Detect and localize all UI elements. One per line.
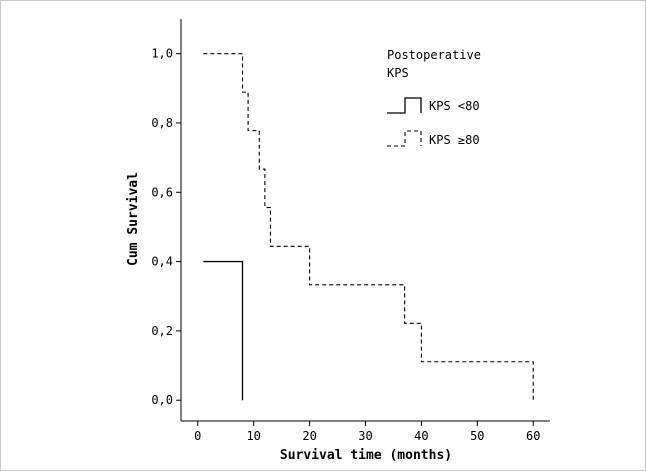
series-line-0 xyxy=(203,260,244,401)
x-tick-label: 30 xyxy=(358,429,372,443)
x-tick-label: 50 xyxy=(470,429,484,443)
y-tick-label: 0,2 xyxy=(151,324,173,338)
x-tick-label: 0 xyxy=(194,429,201,443)
y-tick-label: 0,4 xyxy=(151,255,173,269)
legend: Postoperative KPS KPS <80 KPS ≥80 xyxy=(387,48,481,147)
legend-title-line-2: KPS xyxy=(387,66,409,80)
y-tick-label: 0,8 xyxy=(151,116,173,130)
y-tick-label: 0,0 xyxy=(151,393,173,407)
legend-swatch-kps-lt-80 xyxy=(387,97,422,114)
legend-swatch-kps-ge-80 xyxy=(387,130,422,147)
axes: 0 10 20 30 40 50 60 0,0 0,2 0,4 0,6 0,8 1,0 xyxy=(151,19,550,443)
x-tick-label: 10 xyxy=(246,429,260,443)
x-axis-title: Survival time (months) xyxy=(280,448,452,463)
legend-label-kps-lt-80: KPS <80 xyxy=(429,99,480,113)
series-layer xyxy=(203,53,534,401)
y-tick-label: 1,0 xyxy=(151,47,173,61)
series-line-1 xyxy=(203,53,534,401)
x-tick-label: 20 xyxy=(302,429,316,443)
x-tick-label: 40 xyxy=(414,429,428,443)
x-tick-label: 60 xyxy=(526,429,540,443)
legend-title-line-1: Postoperative xyxy=(387,48,481,62)
y-tick-label: 0,6 xyxy=(151,185,173,199)
y-axis-title: Cum Survival xyxy=(126,172,141,266)
legend-label-kps-ge-80: KPS ≥80 xyxy=(429,133,480,147)
